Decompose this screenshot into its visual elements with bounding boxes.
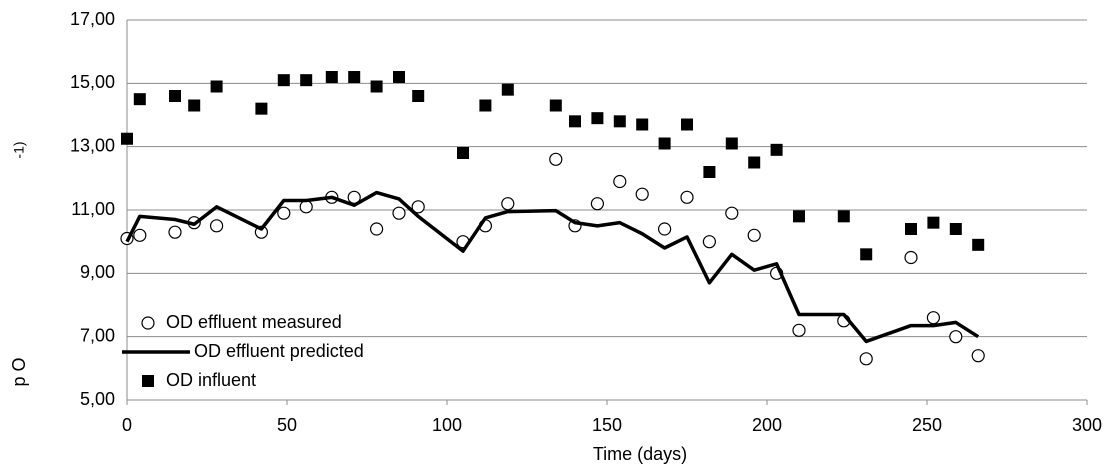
y-tick-label: 11,00 — [71, 199, 115, 219]
point — [348, 71, 361, 83]
point — [549, 152, 563, 166]
x-tick-label: 200 — [752, 415, 782, 435]
point — [613, 115, 626, 128]
point — [859, 352, 873, 366]
point — [926, 311, 941, 325]
x-tick-label: 100 — [432, 415, 462, 435]
point — [501, 83, 514, 96]
point — [325, 71, 338, 83]
legend-label: OD effluent measured — [166, 312, 342, 332]
y-tick-label: 7,00 — [80, 325, 115, 345]
point — [837, 210, 850, 223]
point — [277, 206, 291, 220]
point — [747, 228, 761, 242]
legend-label: OD effluent predicted — [194, 341, 364, 361]
point — [657, 222, 672, 236]
point — [393, 71, 405, 83]
y-tick-label: 5,00 — [80, 389, 115, 409]
point — [972, 238, 985, 251]
y-tick-label: 13,00 — [70, 135, 115, 155]
point — [210, 80, 223, 93]
point — [255, 102, 268, 115]
point — [133, 93, 146, 106]
point — [457, 147, 469, 159]
y-axis-label-fragment: -1) — [11, 141, 27, 158]
point — [927, 216, 940, 229]
point — [905, 223, 917, 235]
x-tick-label: 300 — [1072, 415, 1102, 435]
point — [133, 228, 147, 242]
point — [636, 118, 649, 131]
x-tick-label: 50 — [277, 415, 297, 435]
point — [770, 143, 783, 156]
point — [949, 223, 962, 235]
point — [793, 210, 805, 223]
point — [411, 200, 425, 214]
line — [125, 190, 980, 344]
point — [392, 206, 406, 220]
y-tick-label: 15,00 — [70, 72, 115, 92]
legend-label: OD influent — [166, 370, 256, 390]
point — [121, 132, 133, 145]
point — [681, 118, 693, 131]
point — [904, 250, 918, 265]
point — [658, 137, 671, 150]
point — [702, 235, 717, 249]
point — [703, 166, 716, 178]
point — [412, 90, 425, 102]
y-axis-label: p O — [9, 357, 29, 386]
point — [591, 112, 604, 125]
point — [635, 187, 649, 201]
point — [277, 74, 290, 87]
point — [680, 190, 694, 204]
x-tick-label: 0 — [122, 415, 132, 435]
point — [590, 197, 605, 211]
point — [300, 74, 313, 87]
point — [792, 323, 806, 337]
point — [169, 90, 181, 102]
point — [299, 200, 313, 214]
point — [748, 156, 761, 169]
point — [860, 248, 873, 261]
x-axis-label: Time (days) — [593, 444, 687, 464]
legend-swatch — [141, 316, 155, 330]
point — [168, 225, 182, 239]
point — [370, 80, 383, 93]
point — [971, 349, 985, 363]
point — [479, 99, 492, 112]
point — [949, 330, 963, 344]
x-tick-label: 150 — [592, 415, 622, 435]
point — [370, 222, 384, 236]
point — [188, 99, 201, 112]
point — [569, 115, 581, 128]
y-tick-label: 9,00 — [80, 262, 115, 282]
point — [210, 219, 224, 233]
y-tick-label: 17,00 — [70, 9, 115, 29]
point — [549, 99, 562, 112]
point — [725, 137, 738, 150]
point — [613, 174, 627, 189]
legend-swatch — [142, 375, 154, 387]
point — [501, 197, 515, 211]
point — [725, 206, 739, 220]
x-tick-label: 250 — [912, 415, 942, 435]
